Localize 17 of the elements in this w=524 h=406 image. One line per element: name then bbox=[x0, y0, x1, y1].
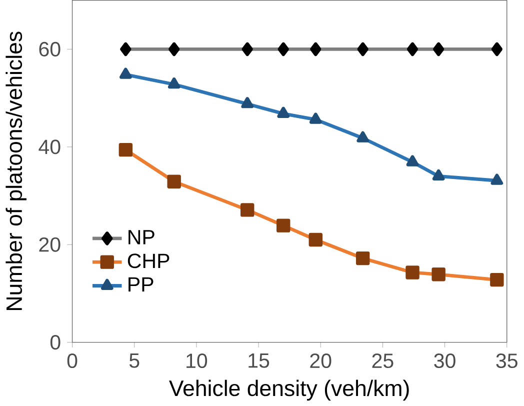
x-tick-label: 25 bbox=[372, 353, 394, 368]
y-tick-label: 0 bbox=[50, 334, 60, 350]
legend-label: PP bbox=[128, 277, 154, 292]
y-tick-label: 20 bbox=[39, 237, 60, 252]
y-tick-label: 40 bbox=[38, 139, 60, 154]
x-tick-label: 20 bbox=[310, 353, 332, 368]
legend-label: CHP bbox=[128, 253, 170, 268]
x-tick-label: 5 bbox=[129, 353, 140, 368]
y-tick-label: 60 bbox=[39, 42, 60, 56]
x-tick-label: 0 bbox=[67, 353, 78, 368]
x-axis-title: Vehicle density (veh/km) bbox=[169, 380, 409, 400]
x-tick-label: 35 bbox=[496, 353, 518, 368]
x-tick-label: 10 bbox=[186, 353, 208, 368]
legend-label: NP bbox=[128, 230, 154, 244]
x-tick-label: 15 bbox=[248, 353, 270, 368]
x-tick-label: 30 bbox=[434, 353, 456, 368]
y-axis-title: Number of platoons/vehicles bbox=[6, 32, 26, 310]
